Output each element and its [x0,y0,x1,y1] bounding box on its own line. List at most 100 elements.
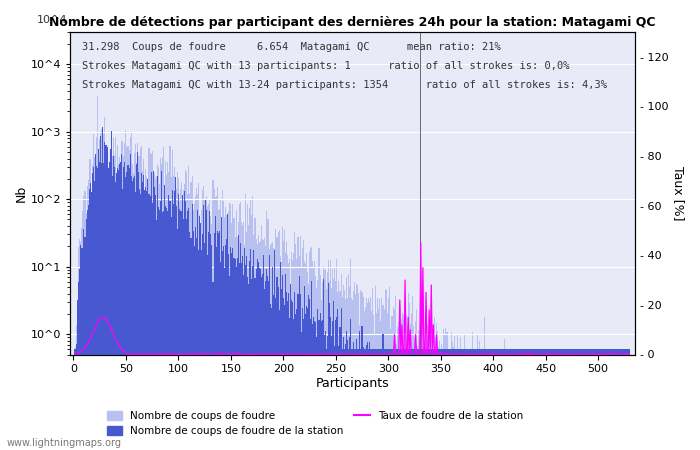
Bar [563,349,564,450]
Bar [363,311,365,450]
Bar [521,349,522,450]
Bar [249,261,251,450]
Bar [460,349,461,450]
Bar [119,164,120,450]
Bar [329,303,330,450]
Bar [217,187,218,450]
Bar [602,349,603,450]
Bar [564,349,565,450]
Bar [565,349,566,450]
Bar [428,326,430,450]
Bar [535,349,536,450]
Bar [527,349,528,450]
Bar [160,158,161,450]
Bar [442,349,443,450]
Bar [346,340,348,450]
Bar [253,250,255,450]
Bar [453,349,454,450]
Bar [85,213,87,450]
Bar [214,189,215,450]
Bar [567,349,568,450]
Bar [247,277,248,450]
Bar [256,269,257,450]
Bar [514,349,516,450]
Bar [253,235,255,450]
Bar [350,319,351,450]
Bar [328,283,329,450]
Bar [267,219,268,450]
Bar [177,171,178,450]
Bar [504,349,505,450]
Bar [137,152,138,450]
Bar [243,275,244,450]
Bar [295,314,296,450]
Bar [582,349,583,450]
Bar [371,349,372,450]
Bar [430,327,432,450]
Bar [122,141,123,450]
Bar [516,349,517,450]
Bar [570,349,571,450]
Bar [310,248,311,450]
Bar [502,349,503,450]
Bar [76,325,77,450]
Bar [172,189,173,450]
Bar [313,268,314,450]
Bar [485,349,486,450]
Bar [81,228,83,450]
Bar [257,244,258,450]
Bar [102,126,104,450]
Bar [181,182,182,450]
Bar [377,349,378,450]
Bar [496,349,497,450]
Bar [565,349,566,450]
Bar [561,349,562,450]
Bar [264,289,265,450]
Bar [348,349,349,450]
Bar [569,349,570,450]
Bar [265,246,266,450]
Bar [545,349,546,450]
Bar [211,225,213,450]
Bar [369,342,370,450]
Bar [457,334,458,450]
Bar [312,324,313,450]
Bar [289,318,290,450]
Bar [374,335,375,450]
Bar [422,346,423,450]
Bar [580,349,581,450]
Bar [260,241,261,450]
Bar [512,349,514,450]
Bar [222,251,223,450]
Bar [498,349,499,450]
Bar [558,349,559,450]
Bar [258,262,259,450]
Bar [459,349,460,450]
Bar [267,276,268,450]
Bar [619,349,620,450]
Bar [116,173,117,450]
Bar [309,252,310,450]
Bar [391,316,392,450]
Bar [418,330,419,450]
Bar [108,162,110,450]
Bar [399,349,400,450]
Bar [539,349,540,450]
Bar [586,349,587,450]
Bar [520,349,521,450]
Bar [135,144,136,450]
Bar [148,148,150,450]
Bar [390,349,391,450]
Bar [449,349,451,450]
Bar [263,240,264,450]
Bar [422,349,423,450]
Bar [114,167,115,450]
Bar [93,134,94,450]
Bar [158,207,159,450]
Bar [365,298,367,450]
Bar [584,349,585,450]
Bar [626,349,627,450]
Bar [79,239,81,450]
Bar [506,349,507,450]
Bar [426,324,428,450]
